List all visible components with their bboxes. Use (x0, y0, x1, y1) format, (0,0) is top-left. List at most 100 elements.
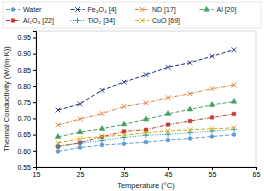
point (209, 102, 215, 107)
point (56, 108, 61, 113)
point (122, 130, 125, 133)
point (166, 138, 170, 142)
series (56, 47, 237, 112)
point (187, 130, 193, 136)
point (122, 133, 127, 138)
plot-frame (36, 31, 256, 167)
tick-mark (33, 102, 36, 103)
axis-line (33, 32, 37, 168)
legend-frame (3, 2, 261, 28)
tick-mark (33, 151, 36, 152)
legend-marker (140, 18, 145, 23)
tick-label: 25 (77, 171, 85, 178)
point (78, 117, 83, 122)
point (232, 47, 237, 52)
series-line (58, 114, 234, 147)
legend-item: CuO [69] (135, 17, 180, 25)
point (122, 142, 126, 146)
point (210, 54, 215, 59)
tick: 0.85 (17, 67, 36, 74)
point (188, 119, 191, 122)
point (166, 129, 171, 134)
tick: 0.65 (17, 131, 36, 138)
legend-item: Water (6, 6, 42, 13)
series-layer (55, 47, 237, 153)
point (77, 129, 83, 134)
point (165, 131, 171, 137)
tick-label: 55 (209, 171, 217, 178)
legend: Water Fe₃O₄ [4] ND [17] Al [20] Al₂O₃ [22] Ti… (3, 2, 261, 28)
series-line (58, 85, 234, 125)
tick: 0.70 (17, 115, 36, 122)
legend-label: CuO [69] (152, 17, 180, 25)
point (210, 135, 214, 139)
point (77, 141, 83, 147)
point (122, 80, 127, 85)
point (165, 111, 171, 116)
legend-label: Al [20] (217, 6, 237, 14)
tick: 0.95 (17, 34, 36, 41)
tick-label: 0.95 (17, 34, 31, 41)
point (232, 133, 236, 137)
point (56, 123, 61, 128)
tick: 35 (121, 167, 129, 178)
point (166, 123, 169, 126)
legend-item: TiO₂ [34] (71, 17, 115, 25)
series (55, 127, 237, 149)
legend-item: ND [17] (135, 6, 176, 14)
tick: 65 (253, 167, 261, 178)
tick: 0.80 (17, 83, 36, 90)
tick-label: 0.60 (17, 148, 31, 155)
tick-label: 45 (165, 171, 173, 178)
axis-line (37, 168, 257, 171)
point (166, 65, 171, 70)
legend-item: Fe₃O₄ [4] (71, 6, 117, 14)
legend-marker (204, 6, 210, 11)
point (166, 95, 171, 100)
point (210, 86, 215, 91)
y-axis: 0.550.600.650.700.750.800.850.900.95 (17, 32, 36, 171)
tick-label: 0.75 (17, 99, 31, 106)
point (55, 134, 61, 139)
tick: 25 (77, 167, 85, 178)
legend-label: TiO₂ [34] (88, 17, 115, 25)
point (78, 101, 83, 106)
tick-mark (33, 135, 36, 136)
tick-label: 0.80 (17, 83, 31, 90)
tick: 0.55 (17, 164, 36, 171)
y-axis-title: Thermal Conductivity (W/(m·K)) (2, 46, 11, 152)
legend-label: ND [17] (152, 6, 176, 14)
point (100, 143, 104, 147)
legend-item: Al₂O₃ [22] (6, 17, 54, 25)
tick-mark (168, 167, 169, 170)
chart: 15 25 35 45 55 65 0.55 0.60 0.65 0.70 0.75 0.80 0.85… (0, 0, 264, 191)
series (56, 112, 235, 148)
tick-mark (256, 167, 257, 170)
legend-marker (11, 8, 15, 12)
point (188, 127, 193, 132)
point (99, 126, 105, 131)
point (100, 88, 105, 93)
tick-mark (80, 167, 81, 170)
tick-mark (212, 167, 213, 170)
point (144, 130, 149, 135)
point (231, 98, 237, 103)
point (55, 143, 61, 149)
point (144, 100, 149, 105)
point (144, 72, 149, 77)
tick-mark (33, 167, 36, 168)
tick-label: 15 (33, 171, 41, 178)
point (100, 134, 105, 139)
legend-marker (140, 7, 145, 12)
x-axis-title: Temperature (°C) (117, 181, 175, 190)
point (210, 116, 213, 119)
legend-label: Al₂O₃ [22] (23, 17, 54, 25)
series-line (58, 50, 234, 110)
point (232, 112, 235, 115)
tick-mark (124, 167, 125, 170)
tick-mark (33, 54, 36, 55)
tick-label: 0.55 (17, 164, 31, 171)
series (55, 98, 237, 138)
point (232, 83, 237, 88)
tick-mark (33, 118, 36, 119)
